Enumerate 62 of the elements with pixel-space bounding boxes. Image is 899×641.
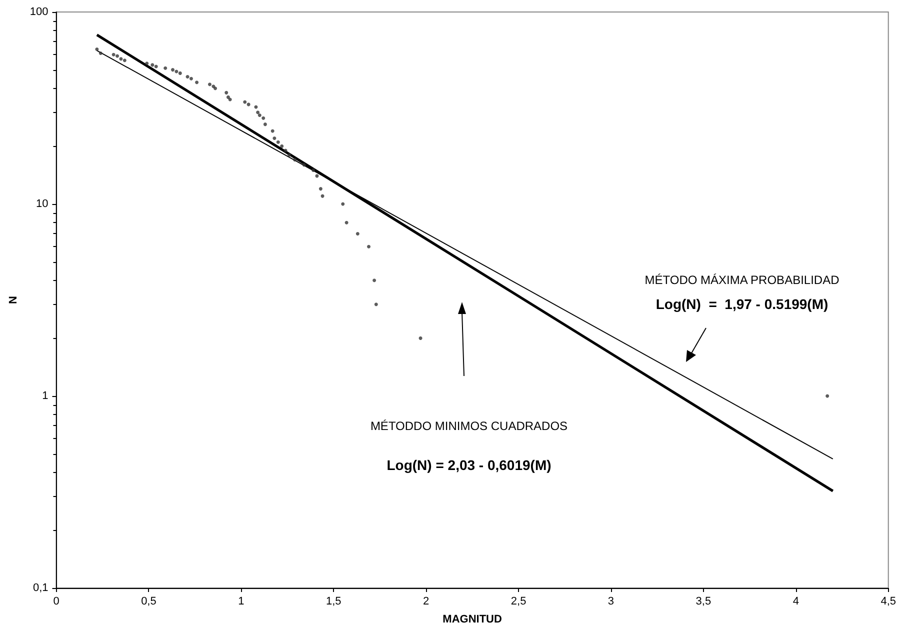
point: [293, 158, 297, 162]
y-tick-label: 10: [36, 198, 48, 210]
point: [208, 82, 212, 86]
x-tick-label: 1,5: [326, 596, 342, 608]
annotation: MÉTODO MÁXIMA PROBABILIDAD: [644, 273, 840, 287]
point: [287, 153, 291, 157]
x-tick-label: 0,5: [141, 596, 156, 608]
point: [341, 202, 345, 206]
x-tick-label: 1: [238, 596, 244, 608]
point: [256, 110, 260, 114]
annotation: MÉTODDO MINIMOS CUADRADOS: [370, 419, 568, 433]
annotation: Log(N) = 1,97 - 0.5199(M): [656, 296, 828, 312]
point: [318, 187, 322, 191]
x-tick-label: 3,5: [696, 596, 712, 608]
point: [246, 102, 250, 106]
x-tick-label: 0: [53, 596, 60, 608]
x-tick-label: 4,5: [880, 596, 896, 608]
x-tick-label: 2: [423, 596, 430, 608]
point: [112, 52, 116, 56]
point: [228, 98, 232, 102]
point: [150, 63, 154, 67]
point: [171, 68, 174, 72]
point: [367, 244, 371, 248]
point: [302, 163, 306, 167]
x-tick-label: 4: [792, 596, 799, 608]
point: [270, 129, 274, 133]
point: [356, 232, 360, 236]
point: [154, 64, 158, 68]
point: [372, 278, 376, 282]
y-tick-label: 0,1: [32, 582, 48, 594]
point: [95, 47, 99, 51]
point: [164, 66, 168, 70]
point: [243, 100, 247, 104]
y-tick-label: 100: [30, 6, 48, 18]
point: [312, 168, 316, 172]
x-tick-label: 3: [608, 596, 614, 608]
point: [276, 140, 280, 144]
point: [280, 144, 284, 148]
point: [122, 58, 126, 62]
point: [178, 71, 182, 75]
point: [116, 54, 120, 58]
point: [263, 122, 267, 126]
point: [119, 57, 123, 61]
point: [374, 302, 378, 306]
point: [226, 95, 230, 99]
point: [98, 51, 102, 55]
point: [826, 394, 830, 398]
point: [195, 80, 199, 84]
y-tick-label: 1: [42, 390, 48, 402]
point: [272, 136, 276, 140]
annotation: Log(N) = 2,03 - 0,6019(M): [386, 457, 552, 473]
point: [186, 75, 190, 78]
y-axis-title: N: [8, 296, 20, 304]
point: [224, 90, 228, 94]
point: [145, 62, 149, 66]
x-axis-title: MAGNITUD: [442, 614, 502, 626]
point: [344, 220, 348, 224]
point: [418, 336, 422, 340]
x-tick-label: 2,5: [510, 596, 526, 608]
point: [262, 116, 266, 120]
point: [258, 113, 262, 117]
point: [189, 76, 193, 80]
